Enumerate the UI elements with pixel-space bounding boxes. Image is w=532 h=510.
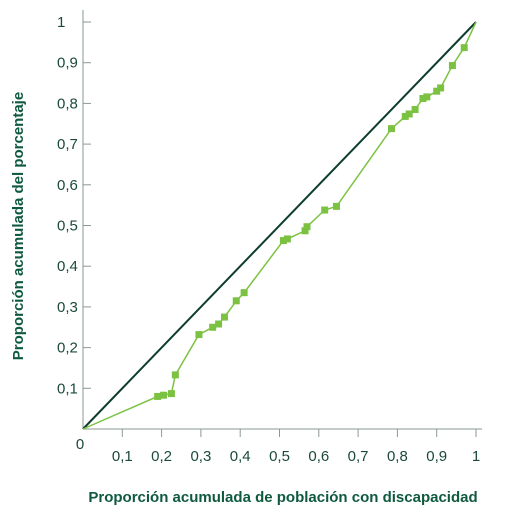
curve-point-marker	[283, 235, 291, 243]
y-tick-label: 0,6	[57, 177, 78, 194]
curve-point-marker	[411, 106, 419, 114]
curve-point-marker	[195, 331, 203, 339]
y-tick-label: 0,3	[57, 299, 78, 316]
y-tick-label: 0,8	[57, 95, 78, 112]
curve-point-marker	[232, 297, 240, 305]
curve-point-marker	[448, 62, 456, 70]
x-tick-label: 0,7	[348, 448, 369, 465]
y-tick-label: 0,2	[57, 340, 78, 357]
x-ticks: 0,1 0,2 0,3 0,4 0,5 0,6 0,7 0,8 0,9 1	[112, 429, 480, 465]
equality-line	[82, 21, 477, 430]
y-tick-label: 1	[57, 14, 65, 31]
y-tick-label: 0,1	[57, 380, 78, 397]
y-axis-title: Proporción acumulada del porcentaje	[10, 92, 27, 360]
curve-point-marker	[460, 44, 468, 52]
y-tick-label: 0,4	[57, 258, 78, 275]
origin-label: 0	[76, 436, 84, 453]
x-tick-label: 1	[472, 448, 480, 465]
x-tick-label: 0,4	[230, 448, 251, 465]
curve-point-marker	[171, 371, 179, 379]
axes	[82, 10, 482, 430]
x-tick-label: 0,9	[426, 448, 447, 465]
curve-point-marker	[279, 237, 287, 245]
curve-point-marker	[167, 390, 175, 398]
curve-point-marker	[433, 87, 441, 95]
curve-point-marker	[388, 125, 396, 133]
y-tick-label: 0,7	[57, 136, 78, 153]
curve-point-marker	[401, 112, 409, 120]
y-ticks: 0,1 0,2 0,3 0,4 0,5 0,6 0,7 0,8 0,9 1	[57, 14, 91, 397]
curve-point-marker	[303, 223, 311, 231]
curve-point-marker	[209, 323, 217, 331]
curve-point-marker	[321, 206, 329, 214]
curve-point-marker	[220, 313, 228, 321]
curve-point-marker	[154, 392, 162, 400]
curve-point-marker	[423, 93, 431, 101]
x-tick-label: 0,1	[112, 448, 133, 465]
x-tick-label: 0,2	[151, 448, 172, 465]
curve-point-marker	[301, 227, 309, 235]
curve-point-marker	[332, 202, 340, 210]
y-tick-label: 0,5	[57, 218, 78, 235]
curve-point-marker	[437, 84, 445, 92]
y-tick-label: 0,9	[57, 55, 78, 72]
x-tick-label: 0,5	[269, 448, 290, 465]
series-layer	[82, 21, 477, 430]
curve-point-marker	[419, 95, 427, 103]
curve-point-marker	[160, 391, 168, 399]
x-tick-label: 0,6	[308, 448, 329, 465]
curve-point-marker	[405, 110, 413, 118]
curve-point-marker	[215, 320, 223, 328]
curve-point-marker	[240, 289, 248, 297]
x-axis-title: Proporción acumulada de población con di…	[88, 489, 477, 506]
x-tick-label: 0,8	[387, 448, 408, 465]
x-tick-label: 0,3	[190, 448, 211, 465]
